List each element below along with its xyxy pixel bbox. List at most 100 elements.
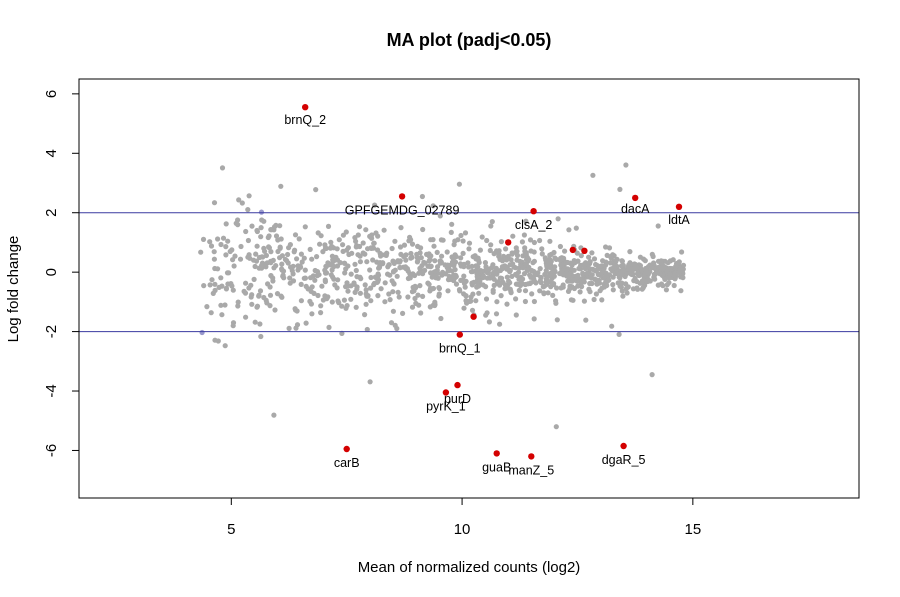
background-point	[310, 273, 316, 279]
background-point	[513, 245, 519, 251]
gene-label: carB	[334, 456, 360, 470]
background-point	[417, 283, 423, 289]
background-point	[407, 234, 413, 240]
background-point	[565, 278, 571, 284]
background-point	[424, 251, 430, 257]
background-point	[487, 247, 493, 254]
background-point	[566, 271, 572, 277]
background-point	[577, 289, 583, 295]
background-point	[320, 297, 326, 303]
background-point	[315, 292, 321, 299]
background-point	[428, 264, 434, 270]
background-point	[238, 243, 244, 250]
background-point	[571, 285, 578, 292]
background-point	[537, 288, 543, 294]
background-point	[540, 284, 546, 290]
gene-label: clsA_2	[515, 218, 553, 232]
background-point	[200, 236, 207, 242]
background-point	[394, 325, 400, 332]
background-point	[606, 245, 613, 251]
background-point	[391, 280, 397, 286]
background-point	[466, 246, 472, 252]
background-point	[368, 298, 374, 304]
background-point	[440, 269, 446, 275]
background-point	[494, 279, 501, 285]
background-point	[278, 183, 284, 189]
background-point	[279, 266, 285, 272]
background-point	[286, 325, 292, 331]
background-point	[547, 264, 553, 270]
background-point	[466, 264, 472, 270]
background-point	[363, 287, 369, 293]
gene-label: brnQ_1	[439, 342, 481, 356]
background-point	[470, 254, 476, 260]
plot-area: brnQ_2 GPFGEMDG_02789 clsA_2 dacA ldtA brnQ_1…	[79, 104, 859, 477]
background-points	[198, 162, 687, 430]
background-point	[405, 294, 411, 300]
background-point	[679, 249, 685, 255]
background-point	[341, 260, 347, 266]
background-point	[368, 245, 374, 251]
background-point	[254, 303, 261, 309]
background-point	[425, 280, 431, 286]
background-point	[301, 275, 307, 281]
background-point	[201, 283, 207, 289]
background-point	[545, 260, 551, 266]
background-point	[517, 258, 523, 264]
background-point	[245, 207, 251, 213]
background-point	[375, 293, 381, 299]
background-point	[307, 246, 313, 252]
background-point	[473, 298, 479, 304]
background-point	[290, 263, 296, 269]
background-point	[504, 274, 510, 280]
background-point	[388, 320, 395, 326]
highlighted-point	[569, 246, 576, 254]
background-point	[272, 307, 278, 313]
gene-label: dacA	[621, 202, 650, 216]
background-point	[318, 310, 324, 316]
background-point	[507, 262, 513, 268]
background-point	[440, 237, 446, 243]
background-point	[676, 269, 682, 275]
background-point	[591, 256, 598, 262]
background-point	[587, 280, 593, 287]
highlighted-point	[528, 453, 535, 460]
background-point	[353, 244, 359, 250]
background-point	[293, 325, 299, 331]
background-point	[298, 281, 304, 287]
background-point	[609, 323, 615, 329]
background-point	[600, 258, 606, 264]
background-point	[488, 223, 494, 229]
background-point	[328, 239, 334, 245]
background-point	[394, 273, 400, 279]
background-point	[341, 297, 347, 303]
highlighted-point	[530, 208, 537, 215]
background-point	[378, 253, 384, 259]
background-point	[369, 232, 375, 238]
background-point	[645, 276, 651, 282]
background-point	[464, 300, 470, 306]
background-point	[372, 274, 378, 280]
background-point	[420, 293, 426, 299]
background-point	[390, 269, 397, 275]
background-point	[259, 217, 265, 223]
highlighted-point	[398, 193, 406, 200]
background-point	[436, 285, 442, 291]
background-point	[395, 289, 401, 295]
background-point	[655, 282, 661, 288]
background-point	[635, 271, 641, 277]
background-point	[466, 240, 473, 246]
background-point	[215, 266, 221, 272]
background-point	[449, 221, 455, 227]
background-point	[609, 265, 616, 272]
background-point	[344, 303, 350, 309]
background-point	[209, 277, 215, 283]
background-point	[537, 237, 543, 244]
background-point	[516, 287, 522, 293]
background-point	[471, 279, 477, 285]
background-point	[671, 282, 677, 289]
background-point	[230, 323, 236, 329]
background-point	[619, 271, 625, 277]
background-point	[522, 288, 529, 294]
